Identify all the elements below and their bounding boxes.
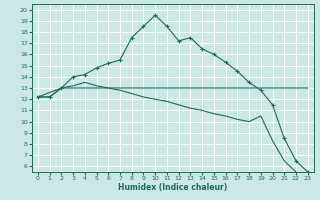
X-axis label: Humidex (Indice chaleur): Humidex (Indice chaleur) — [118, 183, 228, 192]
